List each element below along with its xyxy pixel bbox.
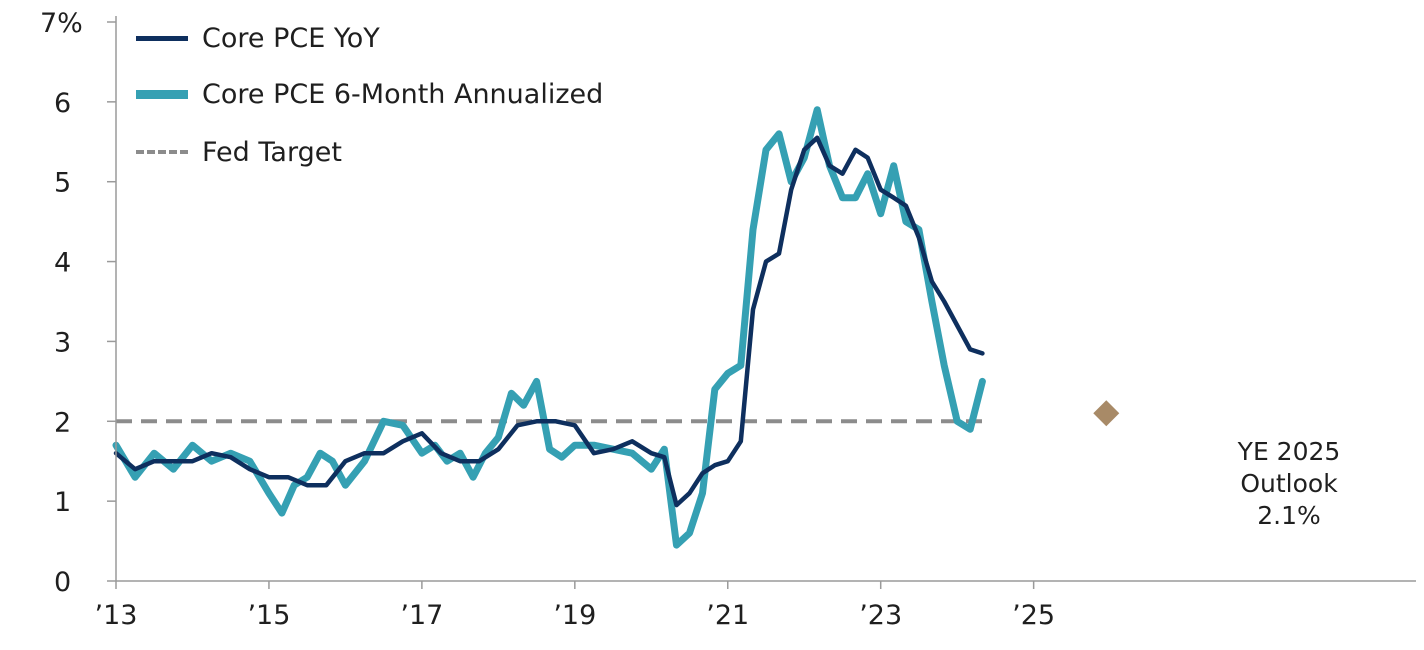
- y-tick-label: 6: [54, 88, 71, 119]
- x-tick-label: ’25: [1012, 600, 1055, 631]
- legend-item-fed-target: Fed Target: [136, 132, 342, 172]
- legend-label: Core PCE YoY: [202, 22, 380, 54]
- legend-item-core-pce-yoy: Core PCE YoY: [136, 18, 380, 58]
- x-tick-label: ’19: [553, 600, 596, 631]
- annotation-line: 2.1%: [1257, 501, 1321, 530]
- legend-item-core-pce-6m: Core PCE 6-Month Annualized: [136, 74, 603, 114]
- annotation-line: Outlook: [1240, 469, 1338, 498]
- outlook-layer: [1093, 400, 1120, 427]
- x-tick-label: ’13: [95, 600, 138, 631]
- legend-label: Fed Target: [202, 136, 342, 168]
- x-tick-label: ’21: [706, 600, 749, 631]
- y-tick-label: 1: [54, 487, 71, 518]
- core-pce-6m-line: [112, 106, 986, 549]
- y-tick-label: 0: [54, 567, 71, 598]
- x-tick-label: ’17: [400, 600, 443, 631]
- axes: 0 1 2 3 4 5 6 7% ’13 ’15 ’17 ’19 ’21 ’23 ’25: [40, 8, 1416, 631]
- x-tick-label: ’15: [247, 600, 290, 631]
- y-tick-label: 2: [54, 407, 71, 438]
- y-tick-label: 7%: [40, 8, 83, 39]
- core-pce-yoy-line: [113, 135, 985, 508]
- y-tick-label: 3: [54, 327, 71, 358]
- y-tick-label: 4: [54, 248, 71, 279]
- y-tick-label: 5: [54, 168, 71, 199]
- legend-label: Core PCE 6-Month Annualized: [202, 78, 604, 110]
- legend-swatch: [136, 89, 188, 99]
- annotation-line: YE 2025: [1237, 437, 1341, 466]
- series-layer: [112, 106, 986, 549]
- legend-swatch: [136, 150, 188, 154]
- legend-swatch: [136, 35, 188, 41]
- outlook-diamond-marker: [1093, 400, 1120, 427]
- x-tick-label: ’23: [859, 600, 902, 631]
- outlook-annotation: YE 2025 Outlook 2.1%: [1216, 436, 1362, 532]
